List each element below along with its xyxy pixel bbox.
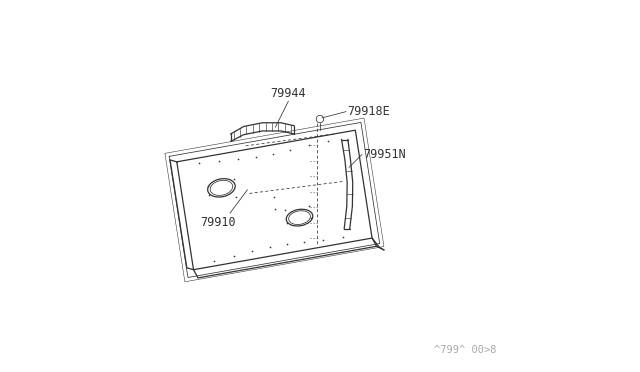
Text: 79951N: 79951N — [363, 148, 406, 161]
Text: 79918E: 79918E — [347, 105, 390, 118]
Text: ^799^ 00>8: ^799^ 00>8 — [434, 345, 497, 355]
Text: 79944: 79944 — [271, 87, 306, 100]
Text: 79910: 79910 — [200, 216, 236, 229]
